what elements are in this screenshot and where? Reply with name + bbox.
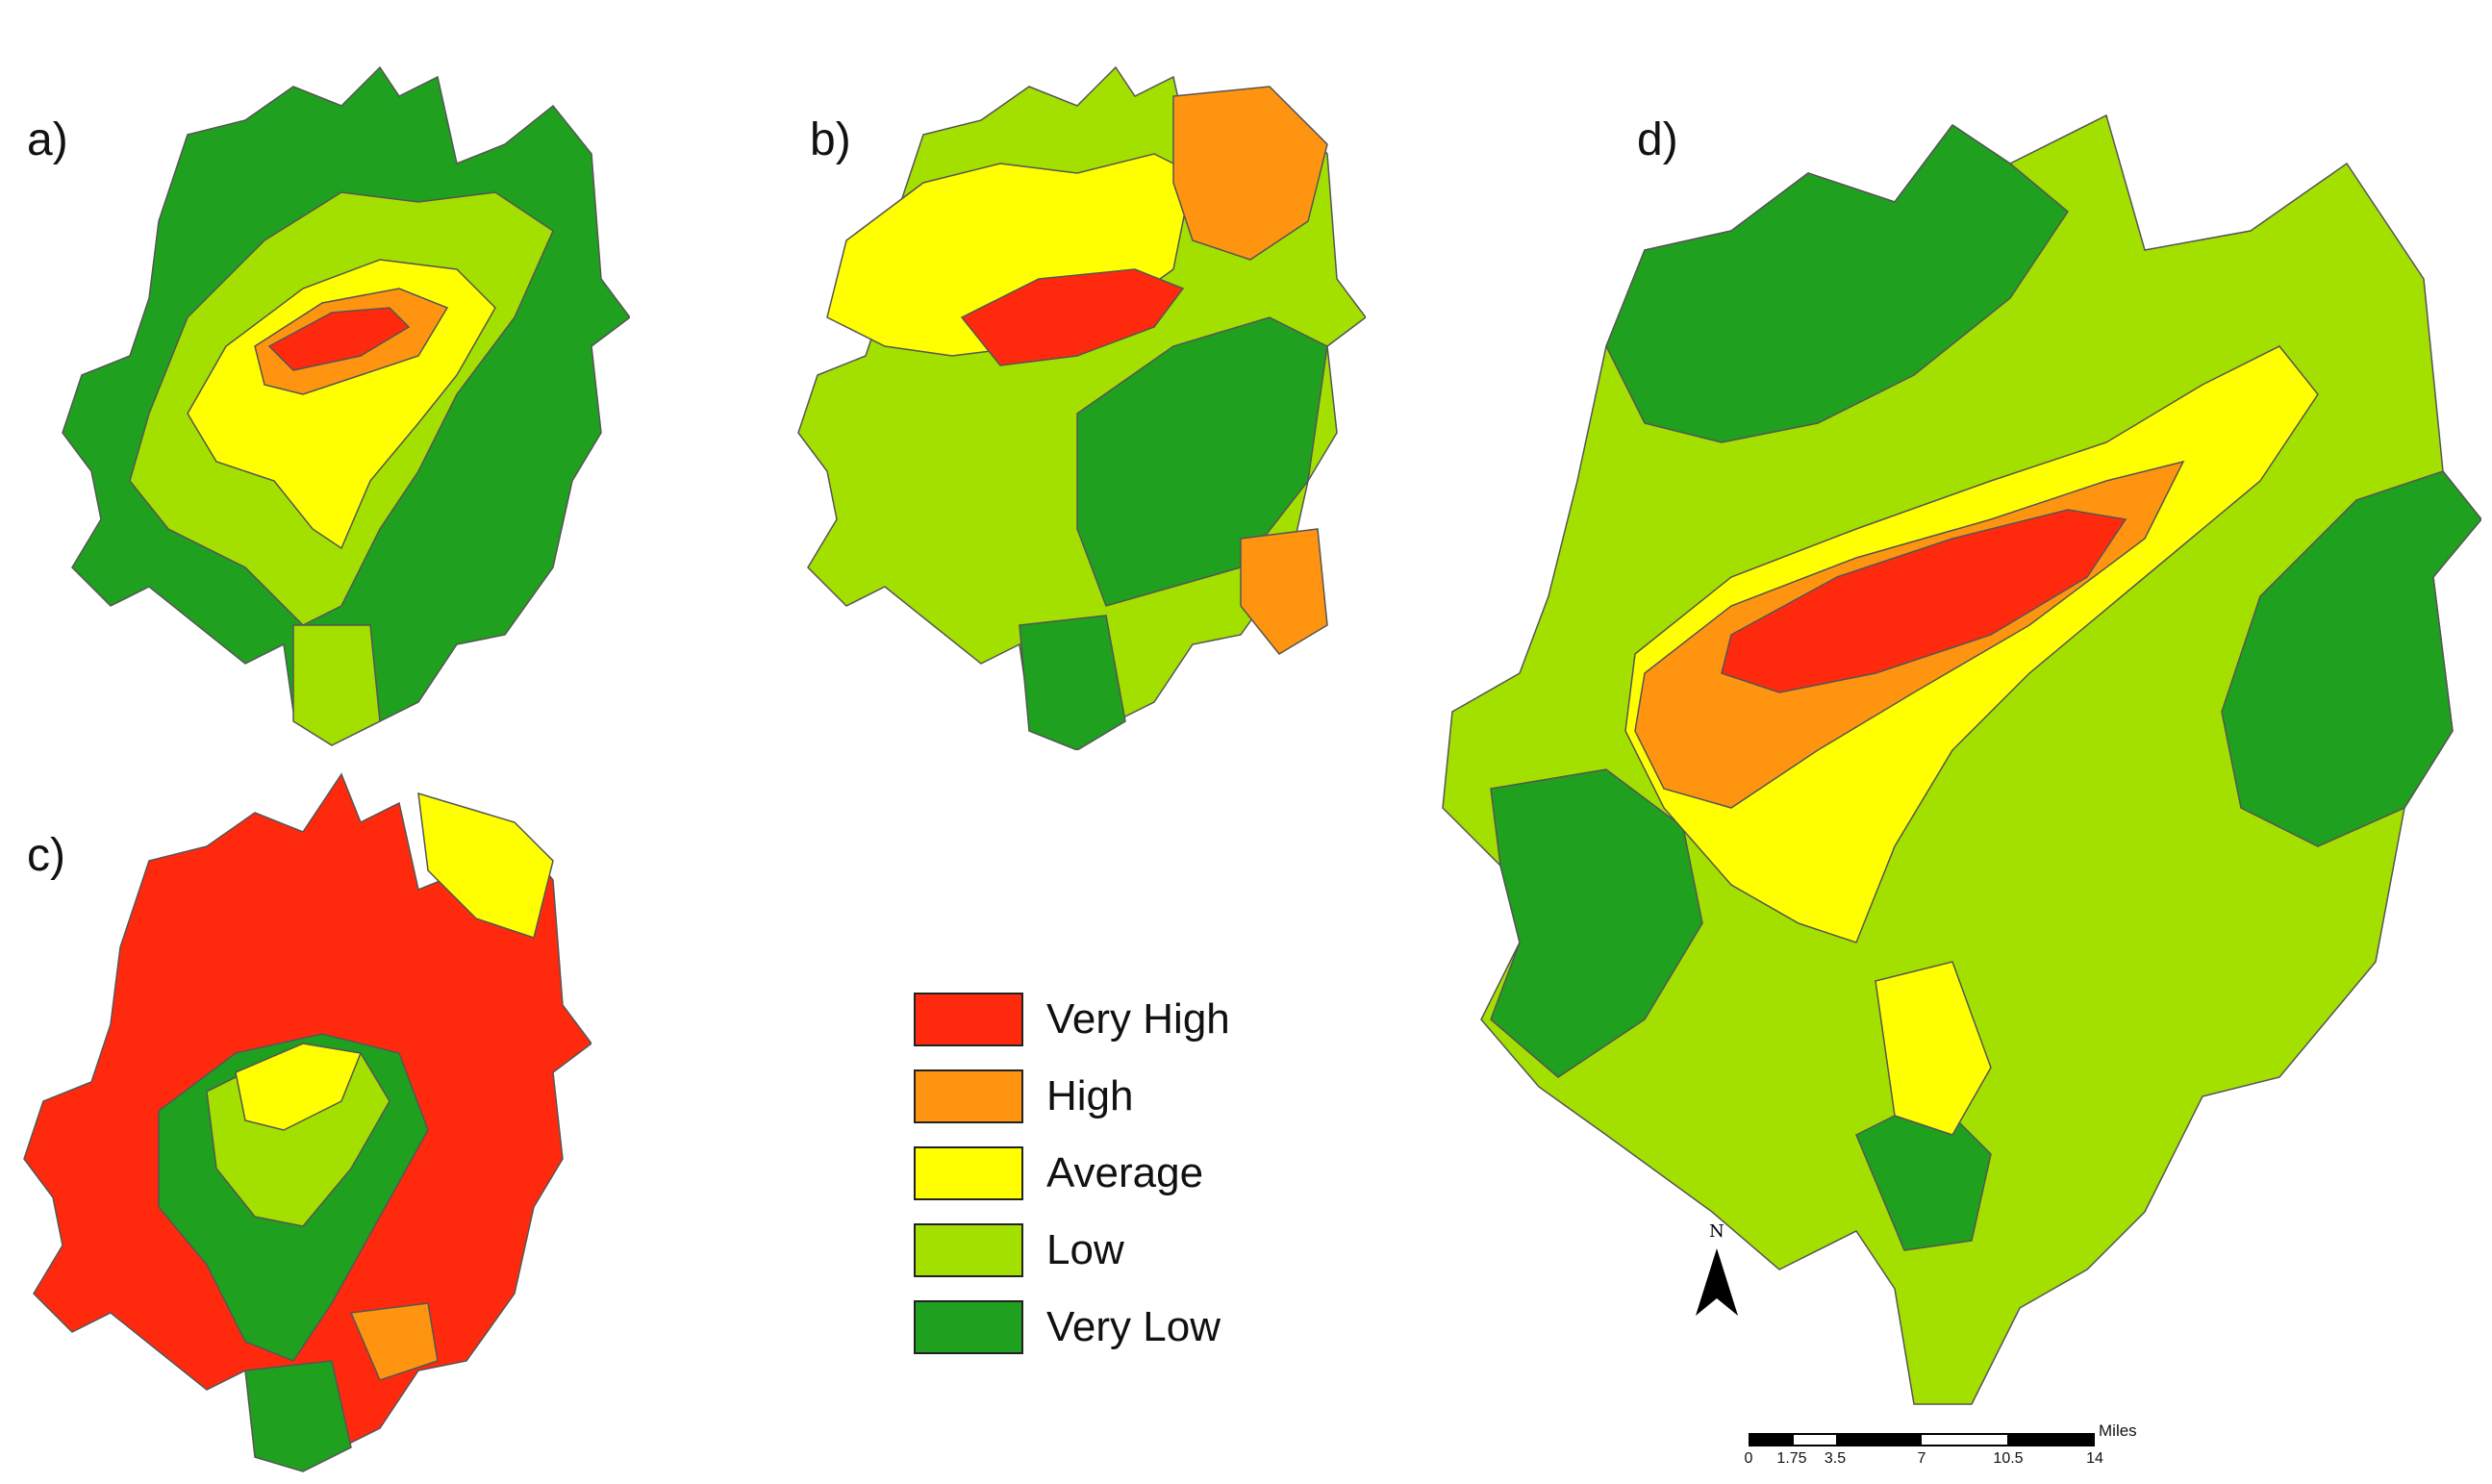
north-letter: N bbox=[1709, 1221, 1724, 1242]
legend-item-high: High bbox=[914, 1058, 1230, 1135]
legend-item-very-high: Very High bbox=[914, 981, 1230, 1058]
north-arrow-icon bbox=[1696, 1248, 1738, 1316]
map-b bbox=[789, 29, 1366, 750]
legend-label: Average bbox=[1046, 1149, 1204, 1196]
map-c-south-lobe bbox=[244, 1360, 352, 1472]
legend-swatch bbox=[914, 1300, 1023, 1354]
panel-c-label: c) bbox=[27, 830, 65, 881]
map-b-very-low-region bbox=[1076, 316, 1328, 607]
legend-item-very-low: Very Low bbox=[914, 1289, 1230, 1366]
north-arrow: N bbox=[1688, 1221, 1746, 1318]
scale-bar: Miles 0 1.75 3.5 7 10.5 14 bbox=[1745, 1421, 2152, 1481]
map-a-svg bbox=[62, 65, 630, 746]
legend-swatch bbox=[914, 993, 1023, 1046]
map-d-very-low-north bbox=[1605, 123, 2069, 443]
map-b-svg bbox=[797, 65, 1366, 750]
map-c-average-region bbox=[235, 1043, 363, 1131]
panel-d-label: d) bbox=[1637, 114, 1678, 165]
map-c-high-south bbox=[349, 1302, 439, 1381]
map-c-svg bbox=[23, 772, 592, 1472]
map-b-very-high-region bbox=[960, 268, 1185, 366]
map-b-high-south bbox=[1240, 528, 1328, 655]
legend-item-average: Average bbox=[914, 1135, 1230, 1212]
map-d-very-high-region bbox=[1721, 509, 2127, 693]
legend-swatch bbox=[914, 1223, 1023, 1277]
legend-swatch bbox=[914, 1069, 1023, 1123]
scale-tick: 7 bbox=[1917, 1450, 1926, 1467]
map-a bbox=[53, 29, 630, 750]
legend-label: Very High bbox=[1046, 995, 1230, 1043]
scale-tick: 0 bbox=[1744, 1450, 1753, 1467]
scale-bar-graphic bbox=[1749, 1433, 2095, 1446]
scale-tick: 14 bbox=[2086, 1450, 2103, 1467]
scale-tick: 1.75 bbox=[1776, 1450, 1807, 1467]
panel-a-label: a) bbox=[27, 114, 68, 165]
map-d-average-south bbox=[1875, 961, 1992, 1136]
map-d-svg bbox=[1442, 113, 2481, 1405]
map-c bbox=[14, 765, 592, 1476]
legend-swatch bbox=[914, 1146, 1023, 1200]
legend-label: High bbox=[1046, 1072, 1134, 1119]
map-a-very-high-region bbox=[267, 307, 411, 371]
map-b-high-region bbox=[1172, 86, 1328, 261]
map-d-very-low-east bbox=[2221, 470, 2481, 847]
legend-label: Very Low bbox=[1046, 1303, 1221, 1350]
scale-tick: 10.5 bbox=[1993, 1450, 2024, 1467]
panel-b-label: b) bbox=[810, 114, 851, 165]
legend-item-low: Low bbox=[914, 1212, 1230, 1289]
legend-label: Low bbox=[1046, 1226, 1124, 1273]
legend: Very High High Average Low Very Low bbox=[914, 981, 1230, 1366]
map-d bbox=[1414, 58, 2481, 1423]
map-d-very-low-west bbox=[1490, 768, 1703, 1078]
scale-tick: 3.5 bbox=[1824, 1450, 1847, 1467]
scale-unit: Miles bbox=[2099, 1421, 2137, 1440]
map-b-south-lobe bbox=[1019, 615, 1126, 750]
map-a-south-lobe bbox=[292, 624, 381, 746]
map-c-average-northeast bbox=[417, 792, 554, 939]
